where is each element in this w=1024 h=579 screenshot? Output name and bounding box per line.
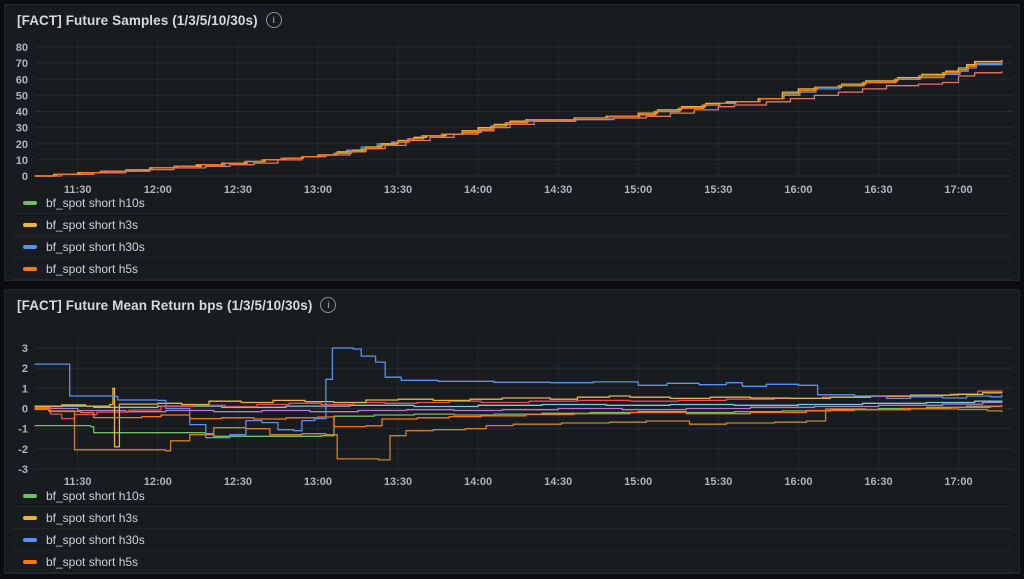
legend-item[interactable]: bf_spot short h3s bbox=[11, 214, 1013, 236]
panel-title: [FACT] Future Mean Return bps (1/3/5/10/… bbox=[17, 297, 313, 313]
y-axis-tick-label: 60 bbox=[16, 74, 28, 86]
x-axis-tick-label: 11:30 bbox=[64, 476, 92, 488]
legend-label: bf_spot short h3s bbox=[46, 217, 139, 232]
x-axis-tick-label: 15:00 bbox=[624, 184, 652, 196]
x-axis-tick-label: 16:30 bbox=[864, 476, 892, 488]
legend-item[interactable]: bf_spot short h30s bbox=[11, 236, 1013, 258]
legend-swatch[interactable] bbox=[23, 222, 37, 227]
legend-label: bf_spot short h10s bbox=[46, 195, 145, 210]
x-axis-tick-label: 13:00 bbox=[304, 476, 332, 488]
legend-swatch[interactable] bbox=[23, 515, 37, 520]
x-axis-tick-label: 12:30 bbox=[224, 184, 252, 196]
legend-label: bf_spot short h5s bbox=[46, 261, 139, 276]
x-axis-tick-label: 13:30 bbox=[384, 184, 412, 196]
panel-header-future-mean-return[interactable]: [FACT] Future Mean Return bps (1/3/5/10/… bbox=[5, 290, 1019, 320]
x-axis-tick-label: 14:30 bbox=[544, 184, 572, 196]
series-line bbox=[34, 61, 1003, 177]
legend-item[interactable]: bf_spot short h10s bbox=[11, 485, 1013, 507]
legend-label: bf_spot short h10s bbox=[46, 488, 145, 503]
legend-swatch[interactable] bbox=[23, 266, 37, 271]
legend-item[interactable]: bf_spot short h30s bbox=[11, 529, 1013, 551]
future-samples-chart[interactable]: 0 10 20 30 40 50 60 70 80 11:30 12:00 12:30 13:00 13:… bbox=[5, 35, 1017, 201]
y-axis-tick-label: 3 bbox=[22, 343, 28, 355]
y-axis-tick-label: 0 bbox=[22, 404, 28, 416]
x-axis-tick-label: 16:30 bbox=[864, 184, 892, 196]
x-axis-tick-label: 16:00 bbox=[784, 476, 812, 488]
x-axis-tick-label: 12:00 bbox=[144, 184, 172, 196]
legend-item[interactable]: bf_spot short h3s bbox=[11, 507, 1013, 529]
legend-item[interactable]: bf_spot short h10s bbox=[11, 192, 1013, 214]
info-icon[interactable] bbox=[265, 12, 282, 28]
x-axis-tick-label: 15:00 bbox=[624, 476, 652, 488]
legend-item[interactable]: bf_spot short h5s bbox=[11, 258, 1013, 280]
series-line bbox=[34, 408, 1003, 461]
y-axis-tick-label: 30 bbox=[16, 123, 28, 135]
y-axis-tick-label: 70 bbox=[16, 58, 28, 70]
series-line bbox=[34, 59, 1003, 177]
series-line bbox=[34, 401, 1003, 413]
x-axis-tick-label: 14:30 bbox=[544, 476, 572, 488]
legend-swatch[interactable] bbox=[23, 200, 37, 205]
y-axis-tick-label: 20 bbox=[16, 139, 28, 151]
legend-label: bf_spot short h5s bbox=[46, 554, 139, 569]
x-axis-tick-label: 17:00 bbox=[944, 476, 972, 488]
legend-item[interactable]: bf_spot short h5s bbox=[11, 551, 1013, 573]
x-axis-tick-label: 13:30 bbox=[384, 476, 412, 488]
y-axis-tick-label: -3 bbox=[18, 464, 28, 476]
panel-header-future-samples[interactable]: [FACT] Future Samples (1/3/5/10/30s) bbox=[5, 5, 1019, 35]
series-line bbox=[34, 387, 1003, 448]
legend-swatch[interactable] bbox=[23, 493, 37, 498]
x-axis-tick-label: 14:00 bbox=[464, 184, 492, 196]
series-line bbox=[34, 71, 1003, 177]
legend-swatch[interactable] bbox=[23, 537, 37, 542]
legend-label: bf_spot short h30s bbox=[46, 532, 145, 547]
x-axis-tick-label: 11:30 bbox=[64, 184, 92, 196]
y-axis-tick-label: -2 bbox=[18, 444, 28, 456]
legend-future-mean-return: bf_spot short h10s bf_spot short h3s bf_sp… bbox=[5, 485, 1019, 573]
x-axis-tick-label: 12:30 bbox=[224, 476, 252, 488]
x-axis-tick-label: 15:30 bbox=[704, 476, 732, 488]
legend-swatch[interactable] bbox=[23, 244, 37, 249]
y-axis-tick-label: 1 bbox=[22, 383, 28, 395]
series-line bbox=[34, 63, 1003, 177]
series-line bbox=[34, 347, 1003, 439]
series-line bbox=[34, 400, 1003, 408]
y-axis-tick-label: 40 bbox=[16, 107, 28, 119]
panel-future-samples: [FACT] Future Samples (1/3/5/10/30s) 0 10… bbox=[4, 4, 1020, 281]
y-axis-tick-label: 50 bbox=[16, 90, 28, 102]
legend-label: bf_spot short h3s bbox=[46, 510, 139, 525]
y-axis-tick-label: 2 bbox=[22, 363, 28, 375]
future-mean-return-chart[interactable]: -3 -2 -1 0 1 2 3 11:30 12:00 12:30 13:00 13:30 14:00… bbox=[5, 320, 1017, 494]
panel-future-mean-return: [FACT] Future Mean Return bps (1/3/5/10/… bbox=[4, 289, 1020, 574]
y-axis-tick-label: 10 bbox=[16, 155, 28, 167]
x-axis-tick-label: 17:00 bbox=[944, 184, 972, 196]
legend-label: bf_spot short h30s bbox=[46, 239, 145, 254]
series-line bbox=[34, 405, 1003, 428]
legend-swatch[interactable] bbox=[23, 559, 37, 564]
y-axis-tick-label: 80 bbox=[16, 42, 28, 54]
y-axis-tick-label: 0 bbox=[22, 171, 28, 183]
legend-future-samples: bf_spot short h10s bf_spot short h3s bf_sp… bbox=[5, 192, 1019, 280]
info-icon[interactable] bbox=[320, 297, 337, 313]
panel-title: [FACT] Future Samples (1/3/5/10/30s) bbox=[17, 12, 258, 28]
x-axis-tick-label: 14:00 bbox=[464, 476, 492, 488]
x-axis-tick-label: 15:30 bbox=[704, 184, 732, 196]
x-axis-tick-label: 16:00 bbox=[784, 184, 812, 196]
y-axis-tick-label: -1 bbox=[18, 424, 28, 436]
series-line bbox=[34, 61, 1003, 177]
x-axis-tick-label: 12:00 bbox=[144, 476, 172, 488]
x-axis-tick-label: 13:00 bbox=[304, 184, 332, 196]
